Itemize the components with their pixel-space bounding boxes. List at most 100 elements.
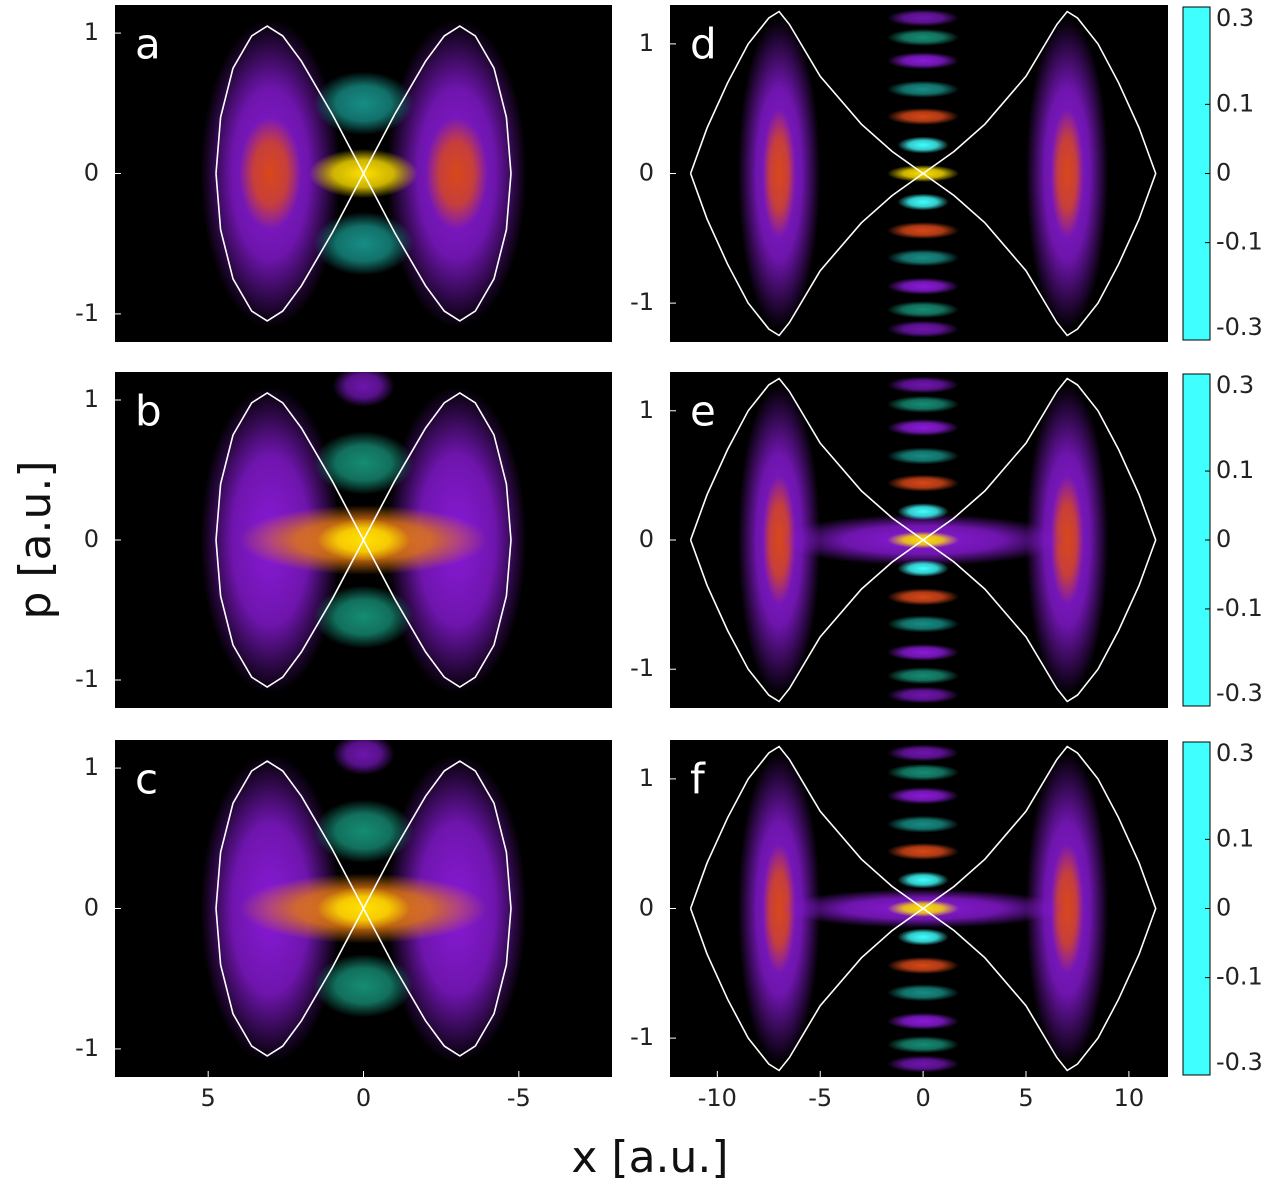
y-axis-label: p [a.u.] [10, 460, 61, 619]
panel-label: d [690, 20, 717, 69]
density-blob [332, 372, 395, 407]
density-blob [313, 212, 414, 276]
density-blob [762, 475, 796, 605]
y-tick-label: 0 [84, 159, 99, 187]
panel: c -1 0 1 5 0 -5 [75, 740, 612, 1112]
y-tick-label: 1 [84, 385, 99, 413]
density-blob [887, 28, 960, 46]
density-blob [887, 52, 960, 70]
separatrix [689, 745, 1157, 1072]
colorbar [1182, 373, 1211, 707]
colorbar-tick-label: 0 [1216, 894, 1231, 922]
separatrix [689, 377, 1157, 703]
y-tick-label: 1 [84, 18, 99, 46]
panel-label: e [690, 387, 716, 436]
density-blob [887, 320, 960, 338]
colorbar-tick-label: 0 [1216, 525, 1231, 553]
density-blob [887, 763, 960, 781]
density-blob [887, 376, 960, 394]
density-blob [897, 136, 949, 154]
y-tick-label: 0 [84, 525, 99, 553]
density-blob [313, 71, 414, 135]
y-tick-label: -1 [75, 299, 99, 327]
density-blob [887, 249, 960, 267]
density-blob [887, 984, 960, 1002]
colorbar-tick-label: -0.1 [1216, 963, 1263, 991]
y-tick-label: 1 [639, 396, 654, 424]
x-axis-label: x [a.u.] [571, 1132, 728, 1183]
density-blob [887, 395, 960, 413]
colorbar-tick-label: -0.1 [1216, 594, 1263, 622]
panel-label: f [690, 755, 706, 804]
colorbar-tick-label: -0.1 [1216, 228, 1263, 256]
density-blob [887, 1012, 960, 1030]
density-blob [887, 644, 960, 661]
x-tick-label: 0 [915, 1084, 930, 1112]
separatrix [689, 10, 1157, 337]
density-blob [897, 503, 949, 520]
density-blob [887, 277, 960, 295]
density-blob [897, 560, 949, 577]
heatmap [689, 376, 1157, 704]
colorbar-tick-label: 0.1 [1216, 824, 1254, 852]
colorbar-tick-label: 0 [1216, 159, 1231, 187]
density-blob [425, 117, 488, 230]
density-blob [887, 108, 960, 125]
colorbar-tick-label: 0.1 [1216, 89, 1254, 117]
x-tick-label: -5 [808, 1084, 832, 1112]
y-tick-label: -1 [75, 1034, 99, 1062]
density-blob [887, 957, 960, 974]
density-blob [897, 871, 949, 889]
density-blob [887, 815, 960, 833]
panel: e -1 0 1 -0.3 -0.1 0 0.1 0.3 [630, 371, 1263, 708]
density-blob [1050, 108, 1084, 239]
panel-label: a [135, 20, 161, 69]
y-tick-label: -1 [75, 665, 99, 693]
y-tick-label: 1 [84, 753, 99, 781]
density-blob [887, 588, 960, 606]
density-blob [887, 419, 960, 436]
colorbar-tick-label: 0.1 [1216, 456, 1254, 484]
density-blob [887, 787, 960, 805]
heatmap [689, 9, 1157, 338]
panel: a -1 0 1 [75, 5, 612, 342]
density-blob [887, 1036, 960, 1054]
x-tick-label: 5 [1018, 1084, 1033, 1112]
y-tick-label: 0 [639, 525, 654, 553]
density-blob [887, 843, 960, 860]
y-tick-label: 1 [639, 764, 654, 792]
density-blob [887, 447, 960, 465]
density-blob [313, 954, 414, 1018]
density-blob [887, 615, 960, 633]
y-tick-label: 1 [639, 29, 654, 57]
y-tick-label: -1 [630, 288, 654, 316]
heatmap [200, 19, 527, 328]
density-blob [239, 117, 302, 230]
separatrix [215, 392, 512, 688]
separatrix [215, 25, 512, 322]
colorbar-tick-label: 0.3 [1216, 371, 1254, 399]
panel-label: c [135, 755, 158, 804]
separatrix [215, 760, 512, 1057]
heatmap [200, 372, 527, 694]
density-blob [887, 9, 960, 27]
colorbar [1182, 741, 1211, 1076]
density-blob [887, 222, 960, 239]
density-blob [762, 108, 796, 239]
colorbar-tick-label: 0.3 [1216, 739, 1254, 767]
colorbar-tick-label: -0.3 [1216, 313, 1263, 341]
density-blob [887, 686, 960, 704]
x-tick-label: -10 [698, 1084, 737, 1112]
density-blob [313, 585, 414, 649]
density-blob [887, 1055, 960, 1073]
y-tick-label: -1 [630, 654, 654, 682]
x-tick-label: -5 [507, 1084, 531, 1112]
density-blob [762, 843, 796, 974]
density-blob [887, 744, 960, 762]
density-blob [313, 431, 414, 495]
density-blob [887, 667, 960, 685]
y-tick-label: 0 [639, 894, 654, 922]
panel: d -1 0 1 -0.3 -0.1 0 0.1 0.3 [630, 4, 1263, 342]
